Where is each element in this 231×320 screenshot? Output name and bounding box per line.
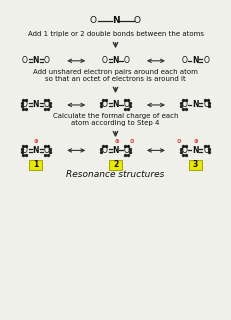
Text: O: O bbox=[203, 146, 209, 155]
Text: O: O bbox=[181, 100, 187, 109]
Text: N: N bbox=[33, 146, 39, 155]
Text: ⊕: ⊕ bbox=[114, 139, 119, 144]
Text: O: O bbox=[44, 146, 50, 155]
Text: N: N bbox=[192, 100, 198, 109]
Text: O: O bbox=[203, 56, 209, 65]
Text: O: O bbox=[181, 56, 187, 65]
Text: ⊖: ⊖ bbox=[129, 139, 134, 144]
Text: O: O bbox=[22, 56, 28, 65]
Text: Resonance structures: Resonance structures bbox=[66, 170, 165, 179]
Text: O: O bbox=[124, 100, 129, 109]
Text: O: O bbox=[90, 16, 97, 25]
Bar bbox=[109, 160, 122, 170]
Text: O: O bbox=[124, 56, 129, 65]
Text: O: O bbox=[124, 146, 129, 155]
Text: N: N bbox=[112, 146, 119, 155]
Text: O: O bbox=[102, 56, 107, 65]
Text: O: O bbox=[22, 100, 28, 109]
Text: O: O bbox=[102, 100, 107, 109]
Text: N: N bbox=[112, 100, 119, 109]
Text: O: O bbox=[134, 16, 141, 25]
Text: O: O bbox=[102, 146, 107, 155]
Text: O: O bbox=[203, 100, 209, 109]
Text: O: O bbox=[22, 146, 28, 155]
Text: O: O bbox=[181, 146, 187, 155]
Bar bbox=[189, 160, 202, 170]
Text: ⊖: ⊖ bbox=[177, 139, 182, 144]
Text: Add unshared electron pairs around each atom: Add unshared electron pairs around each … bbox=[33, 69, 198, 75]
Text: N: N bbox=[192, 56, 198, 65]
Text: N: N bbox=[112, 56, 119, 65]
Text: N: N bbox=[33, 100, 39, 109]
Bar bbox=[29, 160, 42, 170]
Text: N: N bbox=[112, 16, 119, 25]
Text: ⊕: ⊕ bbox=[194, 139, 198, 144]
Text: O: O bbox=[44, 56, 50, 65]
Text: 3: 3 bbox=[193, 160, 198, 169]
Text: Add 1 triple or 2 double bonds between the atoms: Add 1 triple or 2 double bonds between t… bbox=[27, 31, 204, 36]
Text: so that an octet of electrons is around it: so that an octet of electrons is around … bbox=[45, 76, 186, 82]
Text: Calculate the formal charge of each: Calculate the formal charge of each bbox=[53, 113, 178, 119]
Text: 1: 1 bbox=[33, 160, 38, 169]
Text: ⊕: ⊕ bbox=[33, 139, 38, 144]
Text: 2: 2 bbox=[113, 160, 118, 169]
Text: N: N bbox=[33, 56, 39, 65]
Text: atom according to Step 4: atom according to Step 4 bbox=[71, 120, 160, 126]
Text: N: N bbox=[192, 146, 198, 155]
Text: O: O bbox=[44, 100, 50, 109]
